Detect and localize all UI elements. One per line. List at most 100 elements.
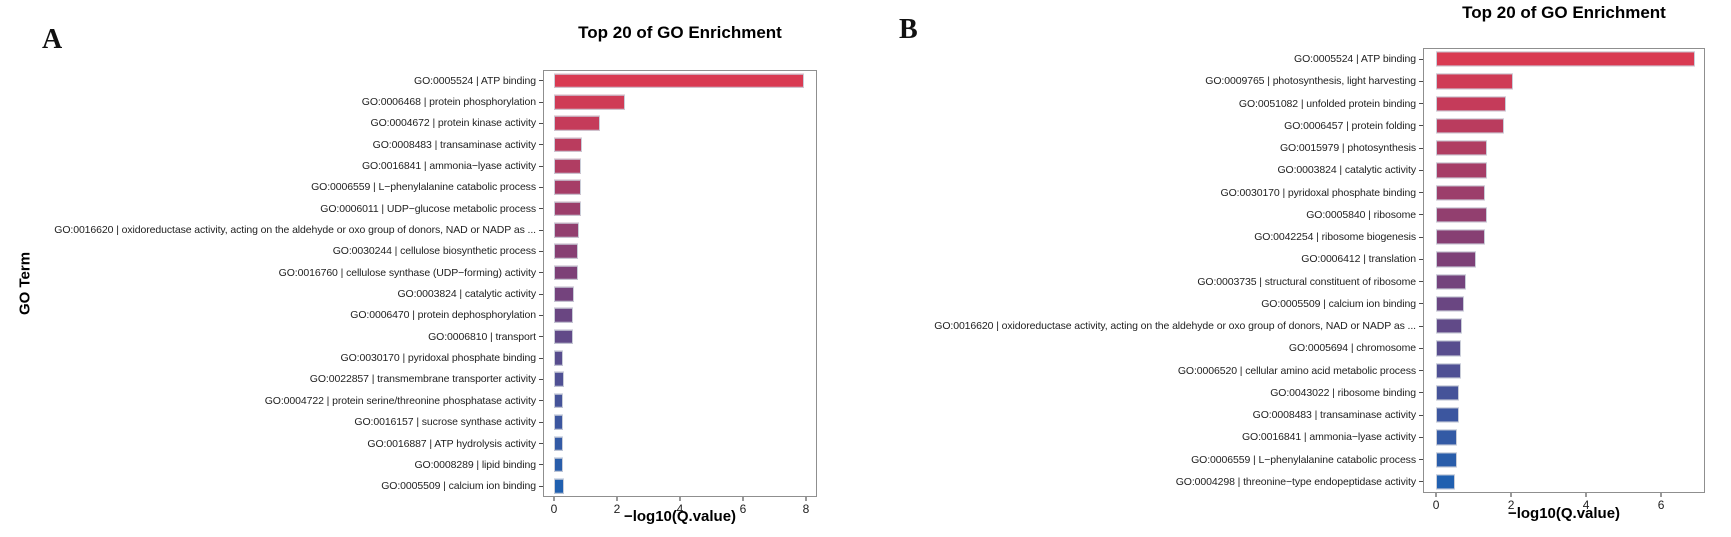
go-enrichment-bar <box>554 372 565 387</box>
bar-row <box>543 476 817 497</box>
bar-row <box>1423 471 1705 493</box>
go-enrichment-bar <box>554 414 564 430</box>
go-enrichment-bar <box>1436 429 1457 445</box>
go-term-label: GO:0015979 | photosynthesis <box>1279 142 1416 155</box>
go-enrichment-bar <box>554 137 583 152</box>
bar-row <box>1423 293 1705 315</box>
y-tick-label-row: GO:0042254 | ribosome biogenesis <box>864 226 1423 248</box>
go-enrichment-bar <box>1436 185 1485 201</box>
y-tick-mark <box>539 165 543 167</box>
y-tick-label-row: GO:0016841 | ammonia−lyase activity <box>864 426 1423 448</box>
go-enrichment-bar <box>1436 73 1513 89</box>
go-term-label: GO:0008289 | lipid binding <box>414 458 536 471</box>
bar-row <box>543 305 817 326</box>
y-tick-label-row: GO:0015979 | photosynthesis <box>864 137 1423 159</box>
y-tick-mark <box>1419 192 1423 194</box>
y-tick-mark <box>539 208 543 210</box>
go-enrichment-bar <box>554 393 564 409</box>
go-term-label: GO:0016841 | ammonia−lyase activity <box>1241 431 1416 444</box>
y-tick-mark <box>539 421 543 423</box>
go-enrichment-bar <box>554 180 581 195</box>
y-tick-mark <box>1419 370 1423 372</box>
x-axis: 0 2 4 6 8 <box>543 497 817 521</box>
go-enrichment-bar <box>1436 452 1457 468</box>
y-tick-label-row: GO:0003735 | structural constituent of r… <box>864 271 1423 293</box>
go-term-label: GO:0004298 | threonine−type endopeptidas… <box>1175 475 1416 488</box>
x-tick-label: 2 <box>613 502 621 516</box>
panel-a-letter: A <box>42 24 63 55</box>
x-tick-label: 6 <box>1657 498 1665 512</box>
y-tick-label-row: GO:0016620 | oxidoreductase activity, ac… <box>864 315 1423 337</box>
y-tick-mark <box>1419 347 1423 349</box>
y-tick-mark <box>1419 325 1423 327</box>
y-tick-label-row: GO:0016760 | cellulose synthase (UDP−for… <box>28 262 543 283</box>
go-term-label: GO:0004722 | protein serine/threonine ph… <box>264 394 536 407</box>
y-tick-mark <box>539 443 543 445</box>
x-tick-mark <box>805 497 807 501</box>
x-tick-mark <box>553 497 555 501</box>
y-tick-label-row: GO:0008483 | transaminase activity <box>28 134 543 155</box>
go-enrichment-bar <box>1436 385 1459 401</box>
y-axis-labels: GO:0005524 | ATP binding GO:0006468 | pro… <box>28 70 543 497</box>
x-tick-label: 0 <box>1432 498 1440 512</box>
y-tick-mark <box>1419 392 1423 394</box>
x-tick-mark <box>616 497 618 501</box>
go-enrichment-bar <box>1436 51 1695 67</box>
bar-row <box>1423 248 1705 270</box>
go-enrichment-bar <box>554 244 578 259</box>
y-tick-label-row: GO:0009765 | photosynthesis, light harve… <box>864 70 1423 92</box>
y-tick-mark <box>1419 125 1423 127</box>
y-tick-label-row: GO:0008289 | lipid binding <box>28 454 543 475</box>
bar-row <box>543 369 817 390</box>
y-tick-mark <box>539 314 543 316</box>
go-term-label: GO:0006470 | protein dephosphorylation <box>350 309 536 322</box>
go-term-label: GO:0043022 | ribosome binding <box>1270 386 1416 399</box>
y-tick-label-row: GO:0030170 | pyridoxal phosphate binding <box>864 182 1423 204</box>
bar-row <box>543 155 817 176</box>
y-tick-label-row: GO:0030170 | pyridoxal phosphate binding <box>28 347 543 368</box>
y-tick-mark <box>539 272 543 274</box>
go-term-label: GO:0006810 | transport <box>428 330 536 343</box>
x-tick-label: 2 <box>1507 498 1515 512</box>
bar-row <box>1423 182 1705 204</box>
y-tick-label-row: GO:0005524 | ATP binding <box>28 70 543 91</box>
bar-row <box>543 91 817 112</box>
go-term-label: GO:0005840 | ribosome <box>1306 208 1416 221</box>
go-enrichment-bar <box>554 478 565 494</box>
go-enrichment-bar <box>554 286 575 302</box>
x-tick-mark <box>1510 493 1512 497</box>
y-tick-label-row: GO:0006011 | UDP−glucose metabolic proce… <box>28 198 543 219</box>
bar-row <box>543 70 817 91</box>
go-term-label: GO:0006559 | L−phenylalanine catabolic p… <box>1191 453 1416 466</box>
y-tick-label-row: GO:0005509 | calcium ion binding <box>28 476 543 497</box>
x-tick-mark <box>742 497 744 501</box>
bars-layer <box>543 70 817 497</box>
y-tick-mark <box>539 144 543 146</box>
y-tick-mark <box>1419 459 1423 461</box>
y-tick-label-row: GO:0006559 | L−phenylalanine catabolic p… <box>28 177 543 198</box>
y-tick-label-row: GO:0051082 | unfolded protein binding <box>864 93 1423 115</box>
y-tick-label-row: GO:0004722 | protein serine/threonine ph… <box>28 390 543 411</box>
y-tick-mark <box>539 485 543 487</box>
y-tick-label-row: GO:0005840 | ribosome <box>864 204 1423 226</box>
bar-row <box>543 113 817 134</box>
go-term-label: GO:0006520 | cellular amino acid metabol… <box>1177 364 1416 377</box>
bar-row <box>1423 382 1705 404</box>
go-enrichment-bar <box>1436 229 1485 245</box>
go-term-label: GO:0006559 | L−phenylalanine catabolic p… <box>311 181 536 194</box>
y-tick-mark <box>539 80 543 82</box>
y-tick-mark <box>539 101 543 103</box>
go-term-label: GO:0016157 | sucrose synthase activity <box>354 416 536 429</box>
go-term-label: GO:0006011 | UDP−glucose metabolic proce… <box>320 202 536 215</box>
bar-row <box>543 134 817 155</box>
x-tick-mark <box>1435 493 1437 497</box>
go-term-label: GO:0016841 | ammonia−lyase activity <box>361 160 536 173</box>
go-enrichment-bar <box>554 222 580 238</box>
go-term-label: GO:0006457 | protein folding <box>1284 119 1416 132</box>
go-term-label: GO:0030244 | cellulose biosynthetic proc… <box>332 245 536 258</box>
go-term-label: GO:0003824 | catalytic activity <box>397 288 536 301</box>
bar-row <box>543 326 817 347</box>
go-term-label: GO:0005694 | chromosome <box>1288 342 1416 355</box>
y-tick-mark <box>539 250 543 252</box>
